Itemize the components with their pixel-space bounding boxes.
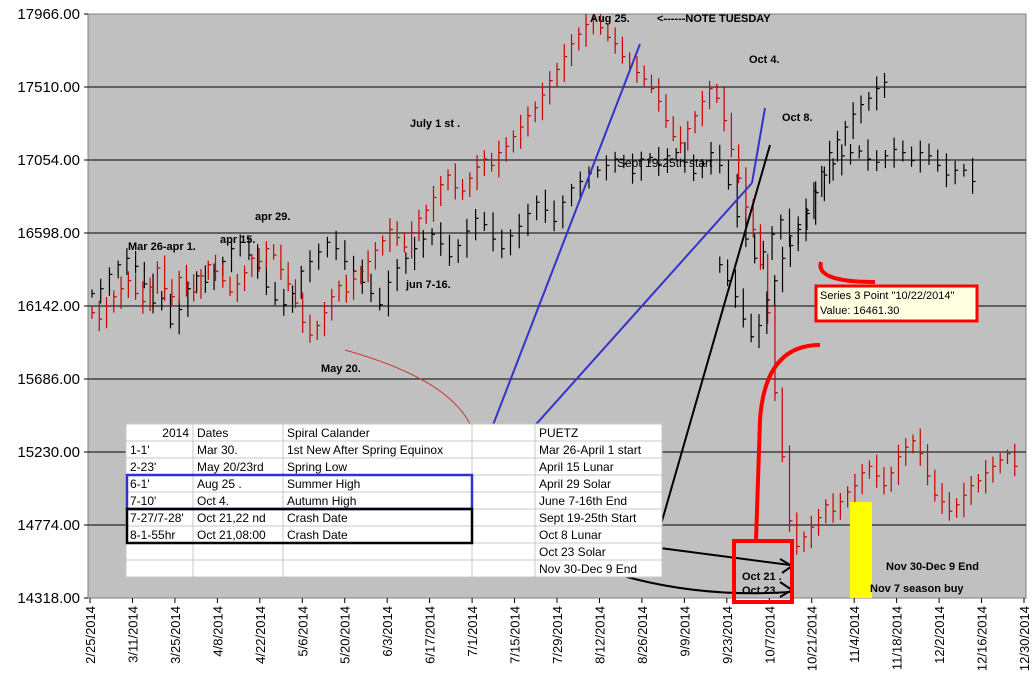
blue-trend-line [470, 43, 641, 483]
price-bars [91, 14, 1018, 555]
table-cell: Crash Date [287, 511, 348, 525]
x-tick-label: 8/12/2014 [592, 606, 607, 664]
spiral-calendar-table: 2014 Dates Spiral Calander PUETZ 1-1' Mar 30.… [125, 423, 663, 578]
black-arrow-line [619, 574, 791, 595]
table-cell: Mar 26-April 1 start [539, 443, 642, 457]
table-cell: Sept 19-25th Start [539, 511, 637, 525]
table-cell: Spring Low [287, 460, 347, 474]
annotation-label: Nov 30-Dec 9 End [886, 561, 979, 573]
table-cell: 6-1' [130, 477, 150, 491]
x-tick-label: 7/15/2014 [508, 606, 523, 664]
y-tick-label: 15230.00 [17, 444, 80, 461]
annotation-label: Oct 4. [749, 54, 780, 66]
x-tick-label: 4/8/2014 [210, 606, 225, 657]
tooltip-box [814, 284, 979, 323]
tooltip-line2: Value: 16461.30 [820, 305, 899, 317]
x-tick-label: 10/21/2014 [805, 606, 820, 671]
table-header-cell: Spiral Calander [287, 426, 370, 440]
table-cell: Oct 4. [197, 494, 229, 508]
y-tick-label: 16598.00 [17, 225, 80, 242]
x-tick-label: 7/1/2014 [465, 606, 480, 657]
overlays [732, 261, 876, 604]
table-cell: 1-1' [130, 443, 150, 457]
red-connector-curve [754, 343, 821, 542]
annotation-label: Sept 19-25th start [617, 156, 713, 170]
y-tick-label: 16142.00 [17, 298, 80, 315]
table-cell: Crash Date [287, 528, 348, 542]
annotation-label: apr 15. [220, 234, 255, 246]
annotation-label: apr 29. [255, 211, 290, 223]
red-connector-curve [818, 261, 876, 284]
data-tooltip: Series 3 Point "10/22/2014" Value: 16461.… [814, 284, 979, 323]
annotation-label: Nov 7 season buy [870, 583, 964, 595]
table-header-cell: Dates [197, 426, 228, 440]
annotation-label: jun 7-16. [405, 279, 451, 291]
annotation-label: July 1 st . [410, 118, 460, 130]
table-cell: Oct 23 Solar [539, 545, 606, 559]
tooltip-line1: Series 3 Point "10/22/2014" [820, 290, 954, 302]
table-cell: Nov 30-Dec 9 End [539, 562, 637, 576]
x-axis: 2/25/2014 3/11/2014 3/25/2014 4/8/2014 4/22/… [83, 598, 1032, 671]
x-tick-label: 11/4/2014 [847, 606, 862, 663]
annotation-label: May 20. [321, 363, 361, 375]
x-tick-label: 3/25/2014 [168, 606, 183, 664]
x-tick-label: 4/22/2014 [253, 606, 268, 664]
y-tick-label: 17510.00 [17, 79, 80, 96]
annotation-label: Aug 25. [590, 13, 630, 25]
table-cell: 7-10' [130, 494, 156, 508]
black-row-box [125, 507, 474, 545]
y-tick-label: 17054.00 [17, 152, 80, 169]
x-tick-label: 3/11/2014 [125, 606, 140, 663]
y-tick-label: 17966.00 [17, 6, 80, 23]
y-tick-label: 14774.00 [17, 517, 80, 534]
y-tick-label: 14318.00 [17, 590, 80, 607]
annotation-label: Oct 23. [742, 585, 779, 597]
x-tick-label: 6/3/2014 [380, 606, 395, 657]
table-cell: Oct 21,08:00 [197, 528, 266, 542]
table-cell: Summer High [287, 477, 360, 491]
table-cell: June 7-16th End [539, 494, 627, 508]
table-cell: May 20/23rd [197, 460, 264, 474]
x-tick-label: 5/20/2014 [338, 606, 353, 664]
blue-trend-line [751, 107, 766, 184]
table-cell: Autumn High [287, 494, 356, 508]
table-cell: Oct 21,22 nd [197, 511, 266, 525]
x-tick-label: 8/26/2014 [635, 606, 650, 664]
black-trend-line [659, 144, 771, 529]
red-highlight-box [732, 539, 794, 604]
table-cell: Mar 30. [197, 443, 238, 457]
annotation-label: <------NOTE TUESDAY [657, 13, 771, 25]
x-tick-label: 9/23/2014 [720, 606, 735, 664]
table-header-cell: PUETZ [539, 426, 578, 440]
yellow-highlight [850, 502, 872, 598]
table-cell: Oct 8 Lunar [539, 528, 602, 542]
table-cell: Aug 25 . [197, 477, 242, 491]
x-tick-label: 12/16/2014 [975, 606, 990, 671]
table-header-cell: 2014 [162, 426, 189, 440]
x-tick-label: 2/25/2014 [83, 606, 98, 664]
annotation-label: Oct 8. [782, 112, 813, 124]
annotations: Mar 26-apr 1. apr 15.apr 29. May 20. jun 7-… [128, 13, 979, 597]
table-background [125, 423, 663, 578]
x-tick-label: 7/29/2014 [550, 606, 565, 664]
x-tick-label: 12/30/2014 [1017, 606, 1032, 671]
x-tick-label: 10/7/2014 [762, 606, 777, 664]
table-cell: 8-1-55hr [130, 528, 175, 542]
table-cell: 2-23' [130, 460, 156, 474]
black-arrow-line [659, 547, 791, 566]
table-cell: 1st New After Spring Equinox [287, 443, 443, 457]
x-tick-label: 5/6/2014 [295, 606, 310, 657]
x-tick-label: 12/2/2014 [932, 606, 947, 664]
annotation-label: Mar 26-apr 1. [128, 241, 196, 253]
x-tick-label: 9/9/2014 [677, 606, 692, 657]
table-cell: April 29 Solar [539, 477, 611, 491]
table-cell: April 15 Lunar [539, 460, 614, 474]
x-tick-label: 6/17/2014 [423, 606, 438, 664]
table-cell: 7-27/7-28' [130, 511, 184, 525]
y-tick-label: 15686.00 [17, 371, 80, 388]
y-axis: 17966.00 17510.00 17054.00 16598.00 16142.00… [17, 6, 88, 607]
x-tick-label: 11/18/2014 [890, 606, 905, 670]
annotation-label: Oct 21 . [742, 571, 782, 583]
